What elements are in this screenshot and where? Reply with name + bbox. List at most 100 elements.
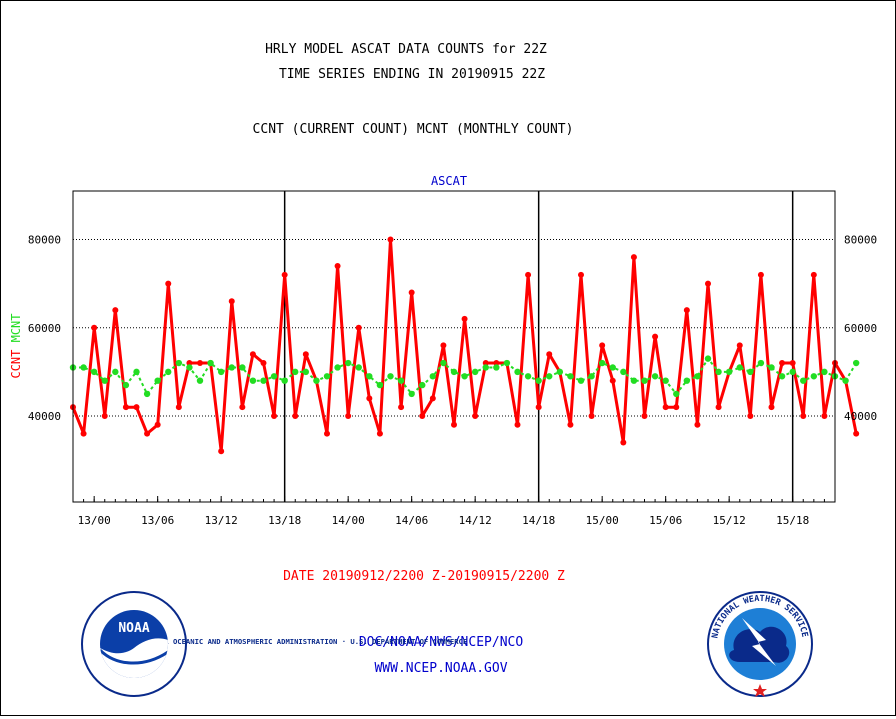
data-point-ccnt [197,360,203,367]
org-link[interactable]: DOC/NOAA/NWS/NCEP/NCO [359,635,524,650]
data-point-mcnt [186,364,193,371]
data-point-ccnt [440,342,447,349]
data-point-mcnt [281,377,288,384]
data-point-ccnt [821,412,828,419]
data-point-mcnt [821,368,828,376]
noaa-logo-text: NOAA [118,621,149,636]
data-point-mcnt [133,368,140,376]
data-point-mcnt [641,377,648,384]
data-point-ccnt [387,236,394,243]
data-point-mcnt [239,364,246,371]
data-point-mcnt [154,377,161,384]
data-point-mcnt [175,359,183,367]
data-point-mcnt [143,390,151,398]
data-point-ccnt [482,360,489,367]
data-point-mcnt [355,364,362,371]
nws-logo: NATIONAL WEATHER SERVICE [707,591,813,697]
data-point-ccnt [376,430,383,437]
data-point-ccnt [535,404,542,411]
data-point-mcnt [376,381,384,389]
y-axis-label-ccnt: CCNT [9,350,23,379]
data-point-ccnt [408,289,415,296]
data-point-ccnt [281,271,288,278]
data-point-mcnt [514,368,521,376]
data-point-ccnt [366,395,373,402]
data-point-ccnt [641,412,648,419]
data-point-ccnt [736,342,743,349]
y-tick-label-right: 40000 [844,410,877,423]
data-point-mcnt [334,364,341,371]
x-tick-label: 13/12 [205,514,238,527]
data-point-ccnt [334,262,341,269]
data-point-mcnt [165,368,172,376]
data-point-ccnt [715,404,722,411]
data-point-mcnt [747,368,754,376]
data-point-ccnt [429,395,436,402]
data-point-mcnt [450,368,458,376]
axis-ticks [72,496,836,502]
data-point-mcnt [768,364,775,371]
x-tick-label: 15/06 [649,514,682,527]
data-point-ccnt [853,430,860,437]
data-point-ccnt [578,271,584,278]
panel-title: ASCAT [431,174,467,188]
data-point-ccnt [228,298,235,305]
data-point-mcnt [471,368,479,376]
data-point-mcnt [228,364,235,371]
data-point-mcnt [302,368,310,376]
data-point-ccnt [620,439,627,446]
data-point-mcnt [217,368,225,376]
data-point-mcnt [567,373,574,380]
x-tick-label: 14/18 [522,514,555,527]
data-point-ccnt [101,412,108,419]
data-point-ccnt [800,412,807,419]
data-point-mcnt [694,373,701,380]
data-point-mcnt [503,359,511,367]
data-point-mcnt [588,373,595,380]
data-point-ccnt [324,430,330,437]
data-point-mcnt [630,377,638,384]
data-point-ccnt [757,271,764,278]
data-point-mcnt [704,355,712,362]
noaa-logo: NATIONAL OCEANIC AND ATMOSPHERIC ADMINIS… [81,591,467,697]
y-axis-label-mcnt: MCNT [9,313,23,342]
y-tick-label-left: 60000 [28,322,61,335]
title-line-1: HRLY MODEL ASCAT DATA COUNTS for 22Z [265,42,547,57]
data-point-ccnt [514,421,521,428]
data-point-ccnt [694,421,701,428]
data-point-ccnt [683,307,690,314]
y-tick-label-right: 80000 [844,234,877,247]
data-point-mcnt [440,359,447,367]
y-tick-label-right: 60000 [844,322,877,335]
data-point-mcnt [397,377,405,384]
data-point-mcnt [810,373,818,380]
data-point-ccnt [567,421,574,428]
data-point-ccnt [588,412,595,419]
data-point-ccnt [154,421,161,428]
x-tick-label: 15/12 [713,514,746,527]
y-axis-label: CCNT MCNT [9,313,23,378]
data-point-mcnt [270,373,278,380]
data-point-mcnt [800,377,807,384]
data-point-ccnt [249,351,256,358]
data-point-mcnt [577,377,585,384]
data-point-ccnt [652,333,659,340]
website-link[interactable]: WWW.NCEP.NOAA.GOV [374,661,507,676]
series-line-mcnt [73,356,858,396]
data-point-ccnt [260,360,267,367]
data-point-mcnt [112,368,119,376]
data-point-ccnt [292,412,299,419]
data-point-ccnt [345,412,352,419]
data-point-ccnt [144,430,151,437]
data-point-ccnt [461,315,468,322]
data-point-ccnt [175,404,182,411]
data-point-ccnt [91,324,98,331]
data-point-mcnt [662,377,669,384]
x-tick-label: 14/12 [459,514,492,527]
data-point-mcnt [429,373,437,380]
data-point-ccnt [451,421,457,428]
nws-star-icon [753,684,767,697]
data-point-ccnt [472,412,479,419]
